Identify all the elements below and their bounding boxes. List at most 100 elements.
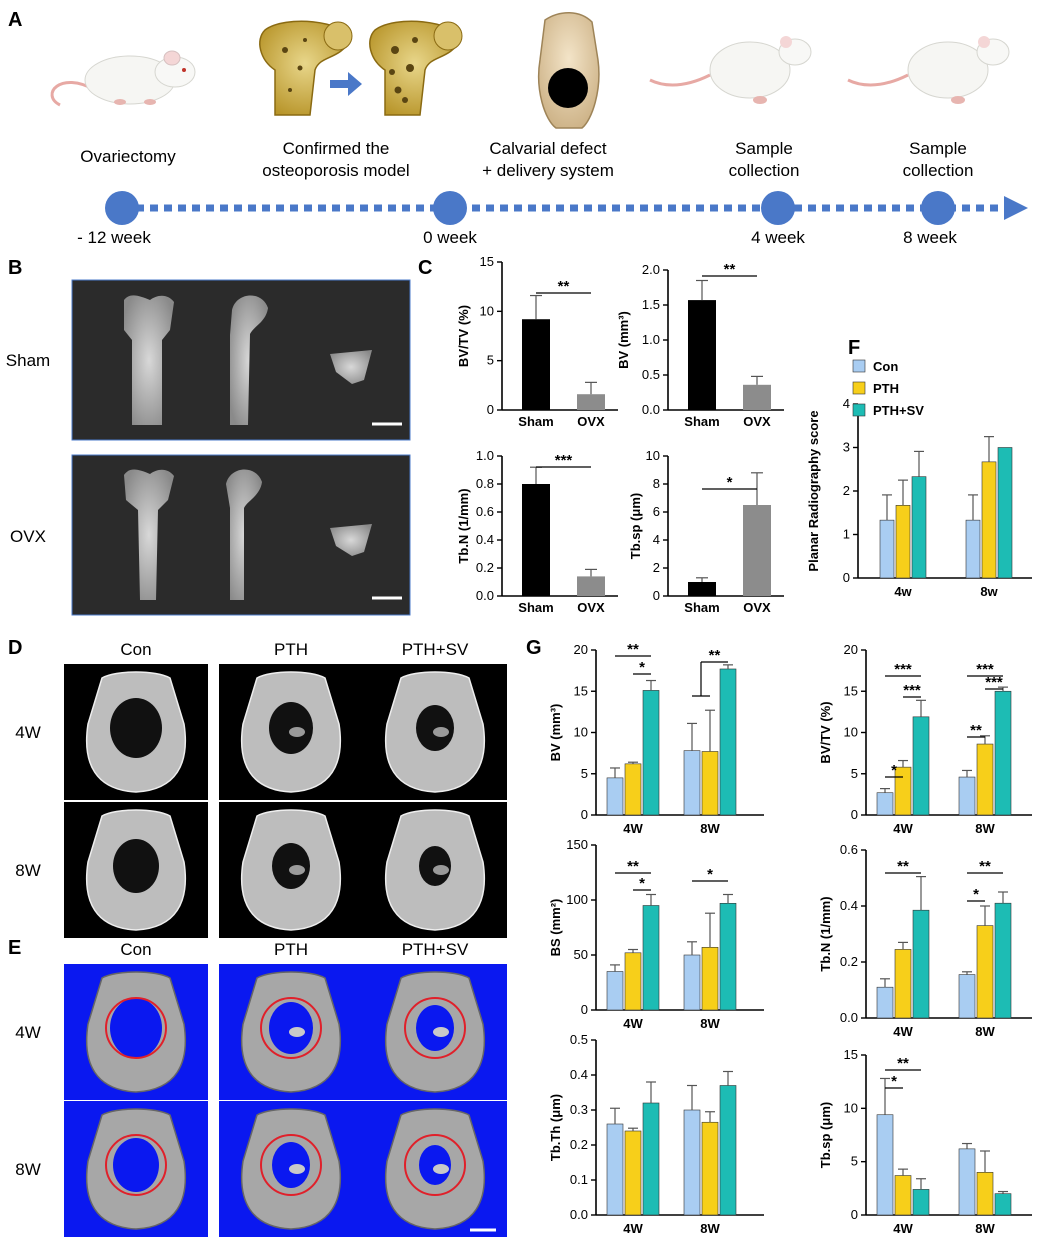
y-tick-label: 2 <box>843 483 850 498</box>
panel-label-b: B <box>8 257 22 279</box>
timeline-event-3-bottom: 0 week <box>423 228 477 247</box>
femur-illustration-osteoporotic <box>369 20 463 116</box>
y-tick-label: 20 <box>844 642 858 657</box>
bar-8w-s0 <box>683 1109 701 1216</box>
bar-4w-s0 <box>876 1114 894 1216</box>
chart-c4: 0 2 4 6 8 10 Tb.sp (μm) Sham OVX * <box>628 448 784 615</box>
bar-4w-s0 <box>876 986 894 1019</box>
y-axis-title: Tb.N (1/mm) <box>456 488 471 563</box>
bar-4w-s2 <box>911 476 927 579</box>
row-label-d-0: 4W <box>15 723 41 742</box>
y-tick-label: 0 <box>851 807 858 822</box>
tl4-l2: collection <box>729 161 800 180</box>
legend-label: Con <box>873 359 898 374</box>
sig-label: * <box>973 886 979 903</box>
legend-swatch <box>852 359 866 373</box>
sig-label: *** <box>976 661 994 678</box>
mouse-illustration-8week <box>847 36 1010 104</box>
y-tick-label: 0 <box>487 402 494 417</box>
chart-c2: 0.0 0.5 1.0 1.5 2.0 BV (mm³) Sham OVX ** <box>616 261 784 429</box>
x-tick-label: OVX <box>577 600 605 615</box>
y-tick-label: 0.0 <box>476 588 494 603</box>
bar-8w-s1 <box>976 743 994 816</box>
legend-f: Con PTH PTH+SV <box>852 359 924 418</box>
arrow-icon <box>330 72 362 96</box>
y-tick-label: 0.2 <box>476 560 494 575</box>
bar-4w-s1 <box>624 763 642 816</box>
sig-label: ** <box>724 261 736 278</box>
bar-8w-s2 <box>719 668 737 816</box>
timeline-event-3-top: Calvarial defect + delivery system <box>482 139 614 180</box>
sig-label: * <box>891 1073 897 1090</box>
sig-label: * <box>707 866 713 883</box>
legend-label: PTH+SV <box>873 403 924 418</box>
x-tick-label: Sham <box>684 600 719 615</box>
timeline-event-4-bottom: 4 week <box>751 228 805 247</box>
timeline-event-2-top: Confirmed the osteoporosis model <box>262 139 409 180</box>
x-tick-label: 8W <box>700 1221 720 1236</box>
col-label-d-1: PTH <box>274 640 308 659</box>
tl4-l1: Sample <box>735 139 793 158</box>
x-tick-label: Sham <box>518 600 553 615</box>
x-tick-label: 4W <box>893 1221 913 1236</box>
y-tick-label: 5 <box>851 766 858 781</box>
x-tick-label: 4W <box>623 1221 643 1236</box>
x-tick-label: 8w <box>980 584 998 599</box>
panel-d-grid: Con PTH PTH+SV 4W 8W <box>15 640 507 938</box>
y-tick-label: 0.4 <box>476 532 494 547</box>
x-tick-label: 4W <box>623 1016 643 1031</box>
mouse-illustration-ovariectomy <box>50 50 196 107</box>
bar-8w-s0 <box>683 954 701 1011</box>
y-axis-title: Planar Radiography score <box>806 410 821 571</box>
skull-image-e-0-1 <box>219 964 363 1100</box>
microct-sham-image <box>71 279 411 441</box>
skull-image-d-1-2 <box>363 802 507 938</box>
skull-illustration <box>537 12 600 129</box>
y-tick-label: 5 <box>487 353 494 368</box>
y-axis-title: BS (mm²) <box>548 899 563 957</box>
y-tick-label: 0.6 <box>476 504 494 519</box>
x-tick-label: 4W <box>893 821 913 836</box>
y-tick-label: 0.3 <box>570 1102 588 1117</box>
y-tick-label: 0.6 <box>840 842 858 857</box>
row-label-e-0: 4W <box>15 1023 41 1042</box>
x-tick-label: OVX <box>577 414 605 429</box>
y-tick-label: 0.2 <box>570 1137 588 1152</box>
y-tick-label: 100 <box>566 892 588 907</box>
bar-8w-s2 <box>994 1193 1012 1216</box>
y-tick-label: 15 <box>574 683 588 698</box>
bar-8w-s0 <box>958 776 976 816</box>
bar-4w-s1 <box>894 949 912 1019</box>
bar-8w-s2 <box>719 1085 737 1216</box>
bar-4w-s1 <box>895 505 911 579</box>
y-axis-title: BV (mm³) <box>616 311 631 369</box>
bar-8w-s2 <box>719 902 737 1011</box>
col-label-d-0: Con <box>120 640 151 659</box>
y-tick-label: 1.5 <box>642 297 660 312</box>
y-tick-label: 0 <box>843 570 850 585</box>
bar-8w-s1 <box>701 751 719 816</box>
skull-image-d-1-0 <box>64 802 208 938</box>
y-tick-label: 10 <box>480 303 494 318</box>
y-tick-label: 0 <box>581 807 588 822</box>
y-tick-label: 0 <box>581 1002 588 1017</box>
y-tick-label: 1.0 <box>476 448 494 463</box>
sig-label: ** <box>970 722 982 739</box>
sig-label: *** <box>555 452 573 469</box>
sig-label: ** <box>979 858 991 875</box>
sig-label: ** <box>627 641 639 658</box>
chart-f: 0 1 2 3 4 Planar Radiography score 4w 8w <box>806 396 1032 599</box>
x-tick-label: 8W <box>975 1221 995 1236</box>
bar-ovx <box>743 384 771 410</box>
chart-c1: 0 5 10 15 BV/TV (%) Sham OVX ** <box>456 254 618 429</box>
y-tick-label: 5 <box>581 766 588 781</box>
chart-g6: 0 5 10 15 Tb.sp (μm) 4W 8W *** <box>818 1047 1032 1236</box>
sig-label: *** <box>985 674 1003 691</box>
sig-label: *** <box>894 661 912 678</box>
panel-label-g: G <box>526 637 542 659</box>
timeline-event-1-top: Ovariectomy <box>80 147 176 166</box>
x-tick-label: 4W <box>893 1024 913 1039</box>
tl5-l2: collection <box>903 161 974 180</box>
bar-ovx <box>577 394 605 410</box>
x-tick-label: 8W <box>975 1024 995 1039</box>
